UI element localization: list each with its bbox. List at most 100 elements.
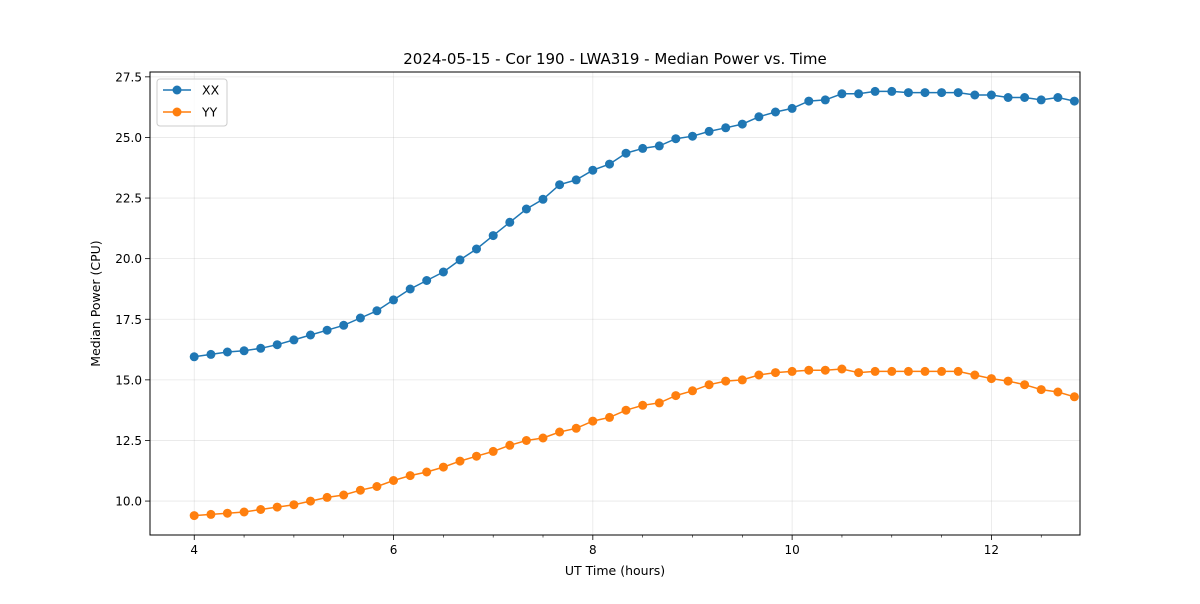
- data-point-yy: [903, 366, 913, 376]
- x-tick-label: 8: [589, 543, 597, 557]
- data-point-xx: [1053, 93, 1063, 102]
- data-point-xx: [1003, 93, 1013, 102]
- data-point-xx: [837, 89, 847, 99]
- data-point-xx: [438, 267, 448, 277]
- data-point-yy: [588, 416, 598, 426]
- data-point-xx: [953, 88, 963, 98]
- y-tick-label: 12.5: [115, 434, 142, 448]
- y-tick-label: 15.0: [115, 373, 142, 387]
- data-point-yy: [671, 391, 681, 401]
- data-point-xx: [505, 217, 515, 227]
- data-point-yy: [521, 436, 531, 445]
- data-point-yy: [256, 505, 266, 514]
- data-point-yy: [1036, 385, 1046, 395]
- data-point-xx: [322, 325, 332, 335]
- data-point-xx: [239, 346, 249, 356]
- data-point-xx: [903, 88, 913, 98]
- data-point-yy: [571, 423, 581, 433]
- data-point-yy: [339, 490, 349, 500]
- data-point-xx: [688, 131, 697, 141]
- data-point-yy: [555, 427, 565, 437]
- data-point-xx: [222, 347, 232, 357]
- data-point-xx: [671, 134, 681, 144]
- data-point-xx: [1020, 93, 1030, 102]
- series-layer: [189, 86, 1079, 521]
- data-point-yy: [688, 386, 697, 396]
- data-point-yy: [937, 366, 947, 376]
- y-tick-label: 10.0: [115, 495, 142, 509]
- data-point-xx: [986, 90, 996, 100]
- chart-title: 2024-05-15 - Cor 190 - LWA319 - Median P…: [403, 50, 827, 68]
- data-point-yy: [804, 365, 814, 375]
- data-point-xx: [372, 306, 382, 316]
- legend-label-yy: YY: [201, 105, 218, 120]
- data-point-xx: [538, 194, 548, 204]
- data-point-xx: [754, 112, 764, 122]
- legend: XX YY: [156, 78, 228, 127]
- data-point-yy: [472, 451, 481, 461]
- data-point-yy: [1069, 392, 1079, 402]
- data-point-xx: [306, 330, 315, 340]
- data-point-yy: [206, 509, 216, 519]
- data-point-xx: [206, 349, 216, 359]
- data-point-xx: [389, 295, 398, 305]
- x-tick-label: 6: [390, 543, 398, 557]
- data-point-yy: [505, 440, 515, 450]
- data-point-xx: [588, 165, 598, 175]
- data-point-xx: [405, 284, 415, 294]
- data-point-yy: [239, 507, 249, 517]
- data-point-yy: [422, 467, 432, 477]
- data-point-yy: [455, 456, 465, 466]
- data-point-xx: [937, 88, 947, 98]
- data-point-yy: [355, 485, 365, 495]
- data-point-yy: [306, 496, 315, 506]
- data-point-xx: [621, 148, 631, 158]
- data-point-yy: [887, 366, 897, 376]
- data-point-yy: [1003, 376, 1013, 386]
- data-point-xx: [854, 89, 864, 99]
- data-point-xx: [771, 107, 780, 117]
- data-point-yy: [538, 433, 548, 443]
- data-point-xx: [422, 276, 432, 285]
- data-point-xx: [339, 320, 349, 330]
- x-axis-label: UT Time (hours): [565, 563, 665, 578]
- data-point-xx: [737, 119, 747, 129]
- data-point-xx: [1069, 96, 1079, 106]
- y-tick-label: 22.5: [115, 192, 142, 206]
- data-point-xx: [521, 204, 531, 214]
- x-tick-label: 4: [190, 543, 198, 557]
- data-point-yy: [953, 366, 963, 376]
- data-point-xx: [1036, 95, 1046, 105]
- data-point-yy: [322, 492, 332, 502]
- data-point-yy: [488, 446, 498, 456]
- data-point-yy: [1020, 380, 1030, 390]
- legend-marker-xx: [172, 85, 182, 95]
- data-point-xx: [721, 123, 731, 133]
- data-point-xx: [887, 86, 897, 96]
- y-tick-label: 27.5: [115, 70, 142, 84]
- data-point-yy: [272, 502, 282, 512]
- data-point-yy: [605, 412, 614, 422]
- data-point-yy: [1053, 387, 1063, 397]
- data-point-xx: [920, 88, 930, 98]
- data-point-xx: [870, 86, 880, 96]
- data-point-yy: [189, 511, 199, 521]
- data-point-yy: [638, 400, 648, 410]
- data-point-xx: [820, 95, 830, 105]
- data-point-yy: [754, 370, 764, 380]
- data-point-xx: [355, 313, 365, 323]
- axis-ticks: 4 6 8 10 12 10.0 12.5 15.0 17.5 20.0 22.5 25.0 27.5: [115, 70, 1042, 557]
- data-point-yy: [621, 405, 631, 415]
- data-point-xx: [804, 96, 814, 106]
- data-point-xx: [189, 352, 199, 362]
- data-point-xx: [704, 126, 714, 136]
- data-point-yy: [787, 366, 797, 376]
- data-point-yy: [438, 462, 448, 472]
- data-point-xx: [571, 175, 581, 185]
- data-point-xx: [289, 335, 299, 345]
- data-point-yy: [222, 508, 232, 518]
- data-point-yy: [737, 375, 747, 385]
- y-tick-label: 20.0: [115, 252, 142, 266]
- data-point-xx: [654, 141, 664, 151]
